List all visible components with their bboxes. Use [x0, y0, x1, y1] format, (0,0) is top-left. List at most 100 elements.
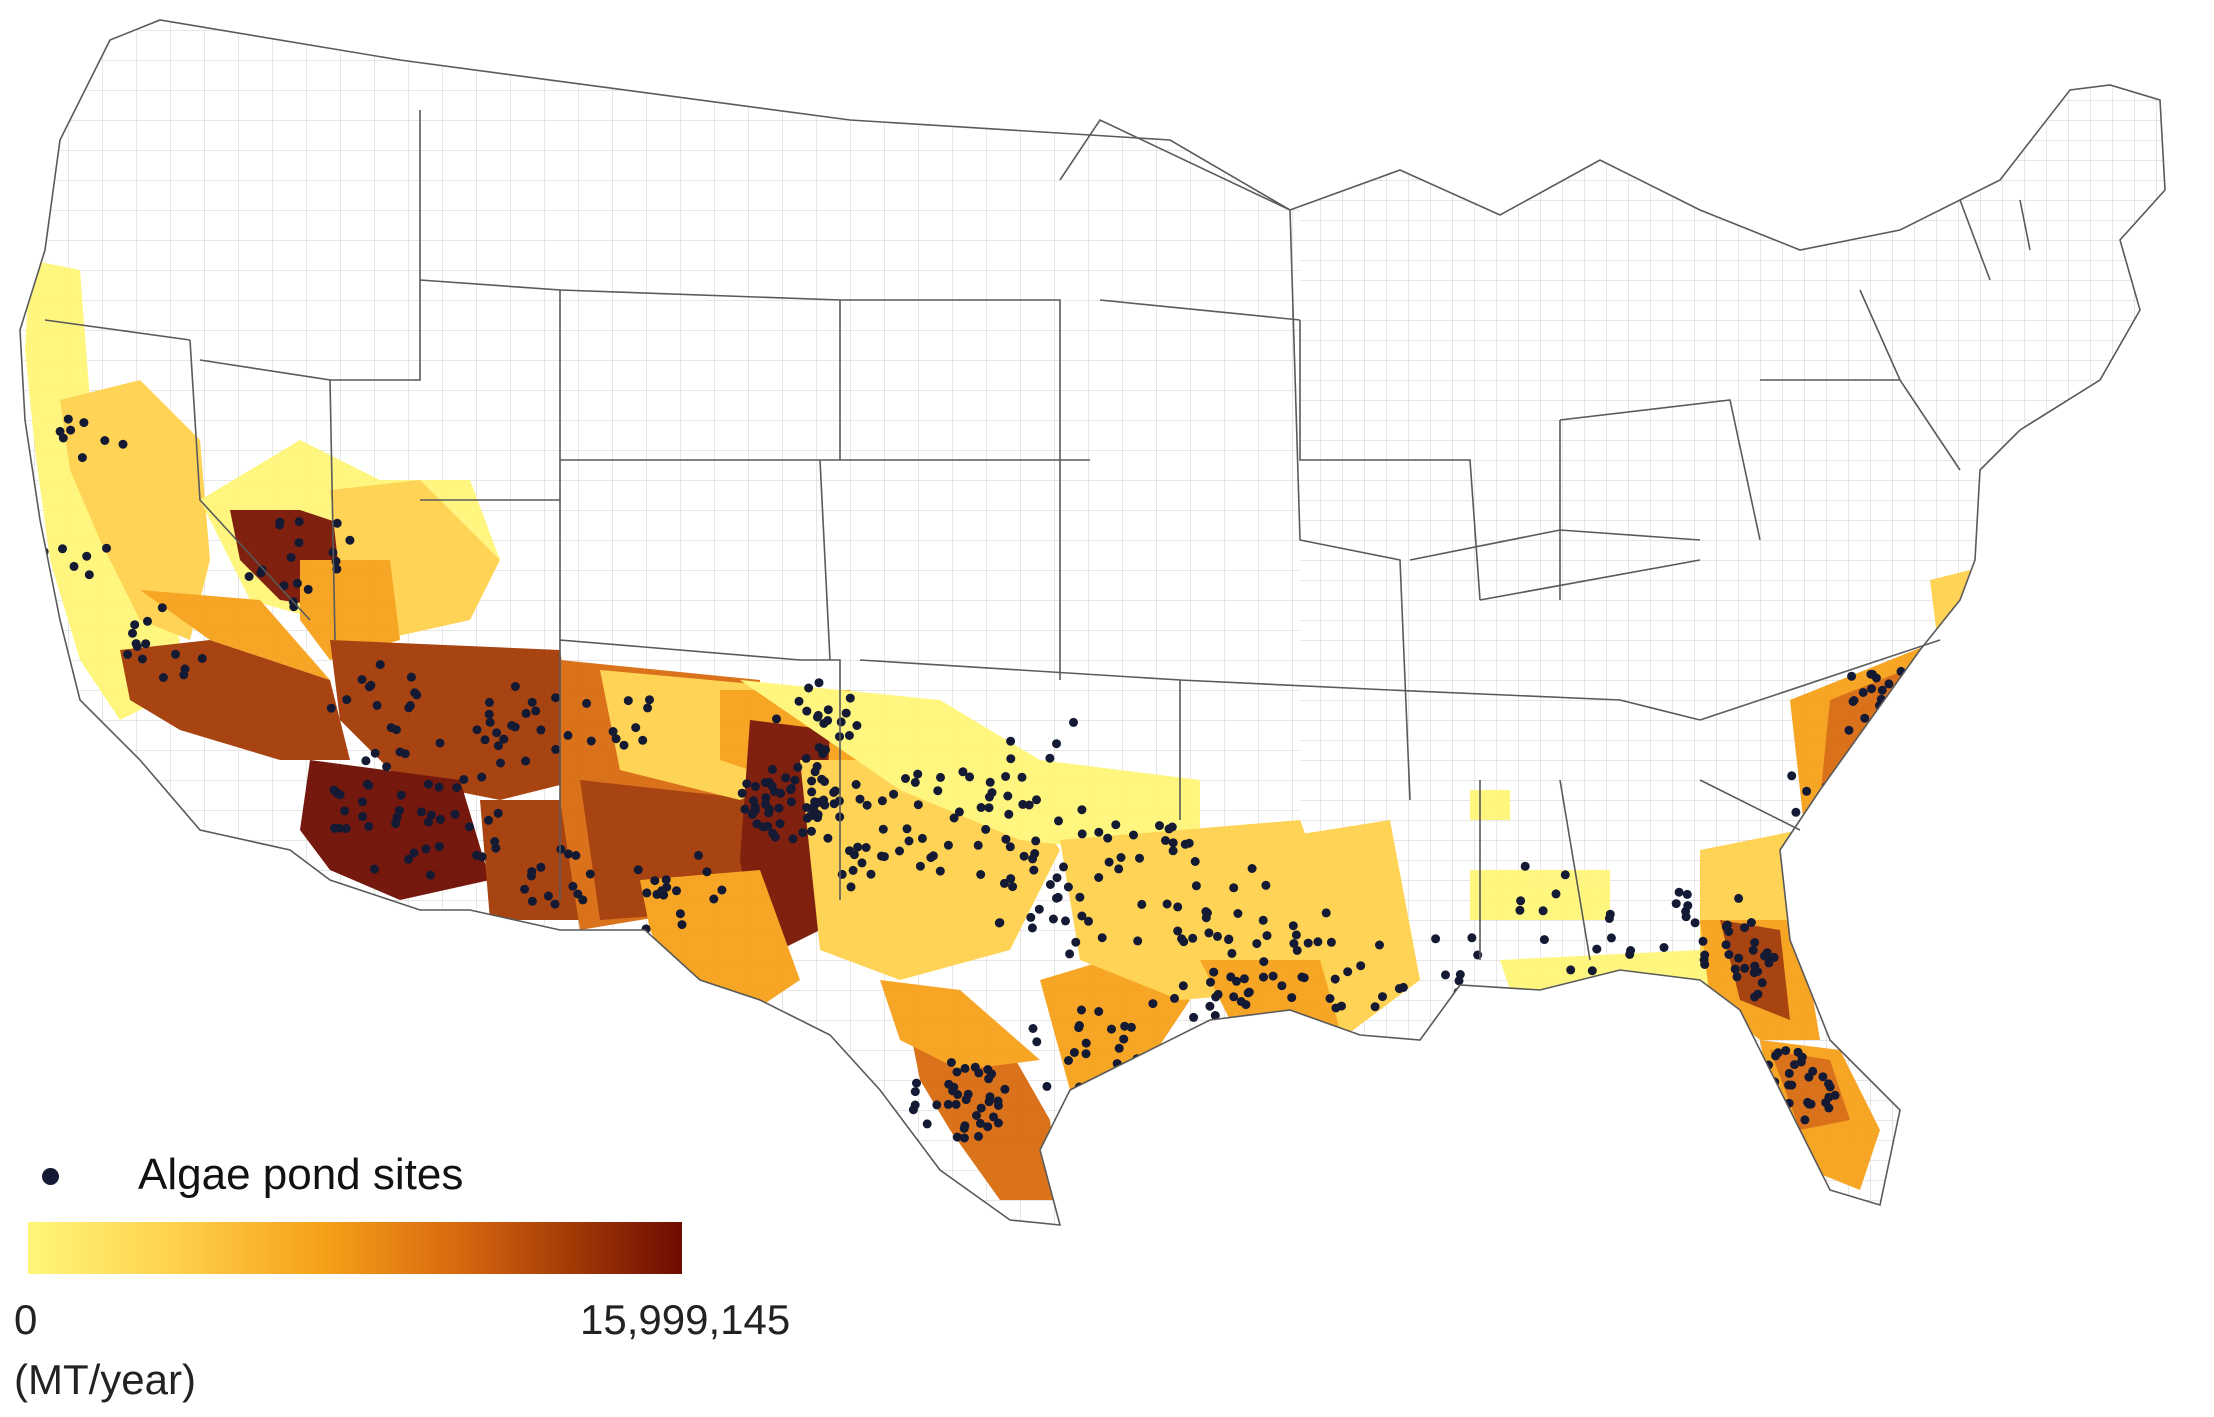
site-dot: [1201, 913, 1211, 923]
site-dot: [1681, 912, 1691, 922]
site-dot: [1069, 1048, 1079, 1057]
site-dot: [531, 706, 541, 716]
site-dot: [1003, 791, 1013, 801]
site-dot: [400, 749, 410, 759]
site-dot: [623, 696, 633, 706]
site-dot: [143, 616, 152, 626]
site-dot: [638, 735, 648, 745]
site-dot: [1370, 1002, 1380, 1012]
site-dot: [823, 716, 833, 725]
site-dot: [1920, 688, 1930, 698]
site-dot: [1851, 796, 1861, 806]
site-dot: [425, 870, 435, 880]
site-dot: [1747, 1094, 1756, 1104]
site-dot: [1787, 771, 1797, 781]
site-dot: [1259, 957, 1269, 967]
site-dot: [1189, 1031, 1198, 1040]
site-dot: [1120, 1021, 1130, 1031]
site-dot: [171, 649, 180, 659]
site-dot: [1956, 641, 1966, 651]
site-dot: [1538, 906, 1548, 916]
site-dot: [1321, 908, 1331, 918]
site-dot-icon: [42, 1168, 59, 1185]
site-dot: [984, 1074, 994, 1084]
site-dot: [928, 851, 938, 861]
site-dot: [364, 821, 374, 831]
site-dot: [292, 578, 302, 588]
site-dot: [1671, 899, 1681, 909]
site-dot: [861, 843, 871, 852]
site-dot: [1211, 992, 1221, 1002]
site-dot: [742, 779, 752, 789]
site-dot: [740, 804, 750, 814]
site-dot: [409, 848, 419, 858]
site-dot: [141, 639, 151, 649]
state-borders: [19, 19, 2166, 1226]
site-dot: [279, 581, 289, 591]
site-dot: [1227, 948, 1237, 958]
site-dot: [1018, 799, 1028, 809]
site-dot: [361, 756, 371, 766]
site-dot: [1008, 882, 1018, 892]
site-dot: [1119, 1067, 1128, 1077]
site-dot: [244, 572, 254, 581]
site-dot: [1784, 1068, 1794, 1078]
site-dot: [810, 767, 820, 777]
site-dot: [1800, 1115, 1810, 1125]
site-dot: [1852, 813, 1862, 823]
site-dot: [1850, 803, 1860, 813]
site-dot: [1241, 1000, 1251, 1010]
site-dot: [1947, 646, 1957, 656]
site-dot: [946, 1058, 956, 1067]
site-dot: [1094, 873, 1104, 882]
site-dot: [1730, 964, 1740, 974]
site-dot: [520, 884, 530, 894]
site-dot: [1587, 966, 1597, 976]
site-dot: [452, 783, 462, 792]
site-dot: [118, 439, 128, 449]
site-dot: [949, 813, 959, 823]
site-dot: [1019, 851, 1029, 861]
site-dot: [932, 1100, 942, 1110]
site-dot: [158, 673, 168, 682]
site-dot: [786, 784, 796, 793]
site-dot: [1094, 1007, 1104, 1016]
site-dot: [1825, 1082, 1835, 1092]
site-dot: [1077, 911, 1087, 921]
site-dot: [585, 869, 595, 879]
site-dot: [1626, 946, 1636, 955]
site-dot: [491, 843, 501, 853]
site-dot: [963, 1089, 973, 1099]
site-dot: [970, 1062, 980, 1072]
site-dot: [1126, 1022, 1136, 1032]
site-dot: [1734, 893, 1744, 903]
site-dot: [1097, 933, 1107, 943]
site-dot: [1258, 915, 1268, 925]
site-dot: [1467, 933, 1477, 943]
site-dot: [1330, 974, 1340, 984]
site-dot: [424, 817, 433, 827]
algae-pond-sites: [39, 414, 1966, 1143]
site-dot: [493, 808, 503, 818]
site-dot: [767, 781, 777, 791]
site-dot: [959, 1133, 969, 1143]
site-dot: [464, 822, 474, 832]
site-dot: [1292, 945, 1302, 955]
site-dot: [499, 734, 509, 744]
site-dot: [477, 852, 487, 862]
site-dot: [303, 584, 313, 594]
site-dot: [1441, 970, 1450, 980]
site-dot: [63, 414, 73, 424]
site-dot: [100, 436, 110, 445]
site-dot: [841, 708, 851, 718]
site-dot: [527, 896, 537, 906]
site-dot: [1229, 883, 1239, 893]
site-dot: [1052, 893, 1061, 903]
site-dot: [1740, 963, 1750, 973]
site-dot: [1867, 669, 1877, 679]
site-dot: [1252, 939, 1262, 949]
site-dot: [1721, 922, 1731, 932]
site-dot: [829, 787, 839, 797]
site-dot: [855, 794, 865, 804]
